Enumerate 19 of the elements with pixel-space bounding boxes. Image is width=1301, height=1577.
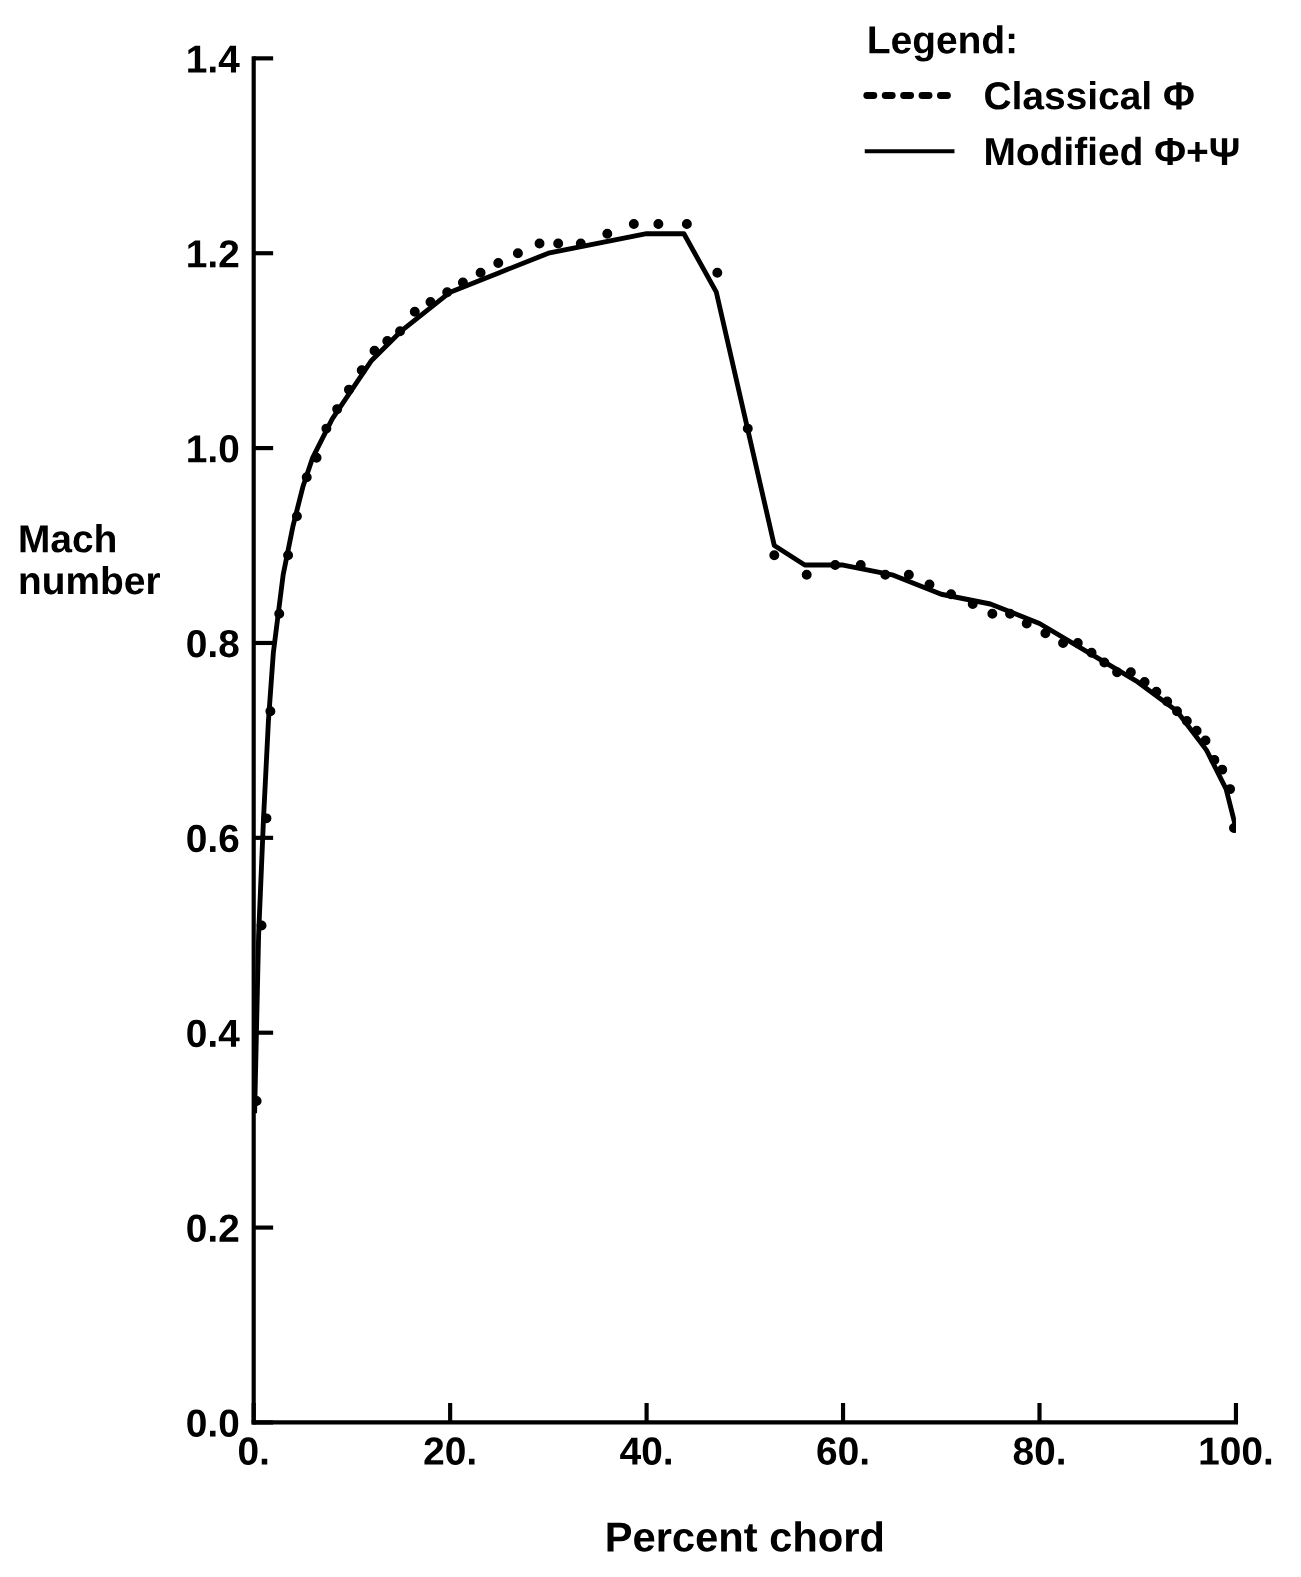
x-tick-label: 20. [424,1437,475,1465]
y-tick-label: 0.8 [187,629,239,658]
x-tick-label: 80. [1013,1437,1064,1465]
y-tick-label: 1.2 [188,240,239,268]
legend-title: Legend: [869,25,1015,62]
x-tick-label: 40. [620,1437,671,1465]
x-tick-label: 100. [1200,1437,1272,1465]
y-tick-label: 1.4 [188,45,240,73]
y-tick-label: 0.0 [187,1409,239,1437]
x-axis-title: Percent chord [607,1521,883,1552]
y-tick-label: 1.0 [188,435,239,463]
y-tick-label: 0.6 [187,824,239,853]
y-tick-label: 0.2 [187,1214,239,1243]
x-tick-label: 60. [817,1437,868,1465]
y-tick-label: 0.4 [187,1019,240,1048]
x-tick-label: 0. [239,1437,268,1465]
legend-label: Classical Φ [985,81,1194,110]
legend-label: Modified Φ+Ψ [986,136,1239,166]
y-axis-title: Mach number [20,524,160,595]
